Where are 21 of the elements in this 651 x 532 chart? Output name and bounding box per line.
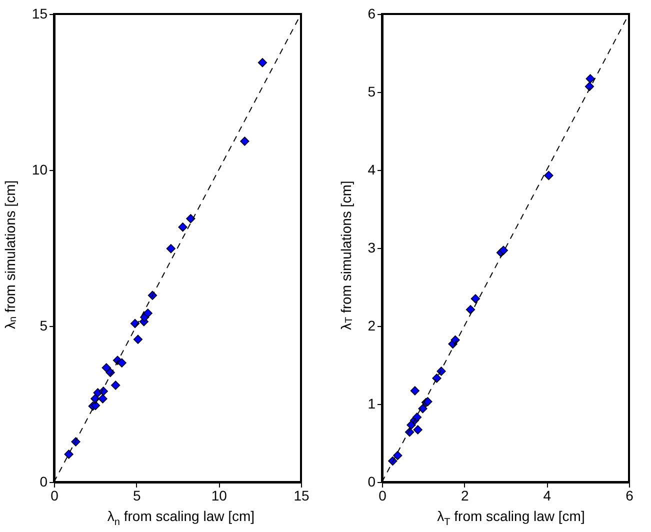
x-axis-title: λ$_{T}$ from scaling law [cm] (436, 508, 586, 530)
y-tick-label: 0 (368, 474, 376, 490)
x-tick-label: 5 (132, 488, 141, 504)
x-tick-label: 10 (211, 488, 228, 504)
x-tick-label: 6 (626, 488, 634, 504)
y-tick-label: 10 (32, 162, 48, 178)
x-tick-label: 0 (378, 488, 387, 504)
x-tick-label: 4 (543, 488, 552, 504)
y-tick-label: 4 (368, 162, 376, 178)
x-tick-label: 0 (50, 488, 59, 504)
y-tick-label: 0 (40, 474, 48, 490)
y-tick-label: 6 (368, 6, 376, 22)
x-tick-label: 15 (294, 488, 310, 504)
y-tick-label: 5 (368, 84, 376, 100)
y-tick-label: 5 (40, 318, 48, 334)
y-tick-label: 2 (368, 318, 376, 334)
y-tick-label: 3 (368, 240, 376, 256)
x-axis-title: λ$_{n}$ from scaling law [cm] (106, 508, 256, 530)
x-tick-label: 2 (460, 488, 469, 504)
y-tick-label: 15 (32, 6, 48, 22)
y-tick-label: 1 (368, 396, 376, 412)
